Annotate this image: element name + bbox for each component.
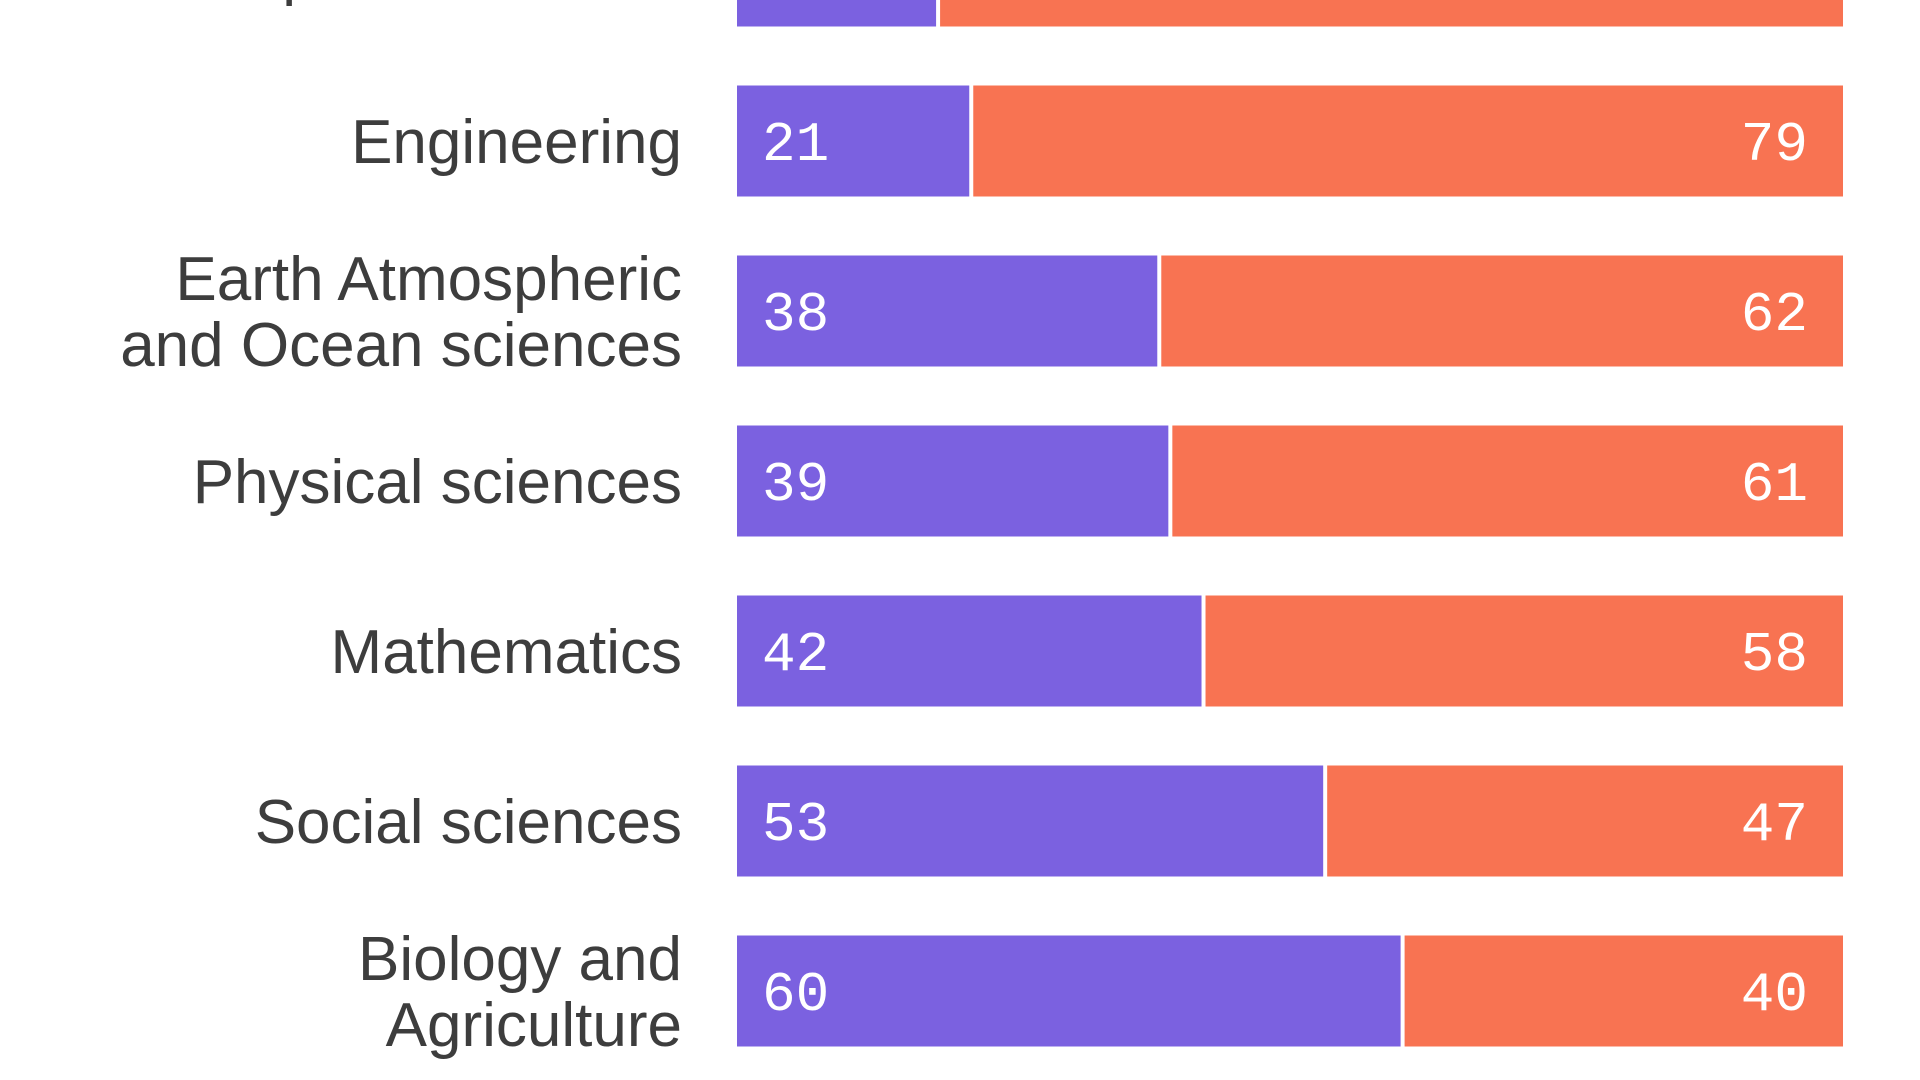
- bar-row: Mathematics 42 58: [331, 595, 1843, 707]
- bar-segment-first: [737, 0, 937, 27]
- bar-row: Engineering 21 79: [351, 85, 1843, 197]
- category-label-line: Earth Atmospheric: [175, 245, 682, 314]
- bar-segment-first: [737, 595, 1202, 707]
- category-label-line: Physical sciences: [193, 448, 682, 517]
- value-label-first: 39: [762, 453, 829, 517]
- value-label-second: 61: [1741, 453, 1808, 517]
- value-label-second: 79: [1741, 113, 1808, 177]
- bar-segment-first: [737, 85, 970, 197]
- bar-row: Biology and Agriculture 60 40: [358, 925, 1843, 1060]
- value-label-first: 53: [762, 793, 829, 857]
- category-label: Computer sciences: [151, 0, 682, 7]
- bar-segment-first: [737, 255, 1158, 367]
- category-label-line: Mathematics: [331, 618, 682, 687]
- bar-segment-second: [973, 85, 1843, 197]
- bar-segment-second: [1172, 425, 1843, 537]
- category-label-line: Agriculture: [386, 991, 682, 1060]
- category-label: Engineering: [351, 108, 682, 177]
- category-label: Social sciences: [255, 788, 682, 857]
- bar-segment-second: [1404, 935, 1843, 1047]
- value-label-second: 40: [1741, 963, 1808, 1027]
- bar-segment-second: [940, 0, 1843, 27]
- value-label-first: 60: [762, 963, 829, 1027]
- category-label: Earth Atmospheric and Ocean sciences: [120, 245, 682, 380]
- category-label-line: Biology and: [358, 925, 682, 994]
- value-label-second: 62: [1741, 283, 1808, 347]
- value-label-first: 42: [762, 623, 829, 687]
- category-label-line: and Ocean sciences: [120, 311, 682, 380]
- value-label-first: 21: [762, 113, 829, 177]
- value-label-second: 58: [1741, 623, 1808, 687]
- bar-segment-first: [737, 935, 1401, 1047]
- category-label-line: Engineering: [351, 108, 682, 177]
- value-label-second: 47: [1741, 793, 1808, 857]
- category-label-line: Social sciences: [255, 788, 682, 857]
- category-label: Mathematics: [331, 618, 682, 687]
- bar-segment-second: [1161, 255, 1843, 367]
- bar-row: Computer sciences: [151, 0, 1843, 27]
- bar-segment-second: [1327, 765, 1843, 877]
- category-label: Physical sciences: [193, 448, 682, 517]
- bar-row: Social sciences 53 47: [255, 765, 1843, 877]
- bar-segment-second: [1205, 595, 1843, 707]
- value-label-first: 38: [762, 283, 829, 347]
- bar-row: Earth Atmospheric and Ocean sciences 38 62: [120, 245, 1843, 380]
- bar-segment-first: [737, 765, 1324, 877]
- category-label-line: Computer sciences: [151, 0, 682, 7]
- bar-row: Physical sciences 39 61: [193, 425, 1843, 537]
- bar-segment-first: [737, 425, 1169, 537]
- category-label: Biology and Agriculture: [358, 925, 682, 1060]
